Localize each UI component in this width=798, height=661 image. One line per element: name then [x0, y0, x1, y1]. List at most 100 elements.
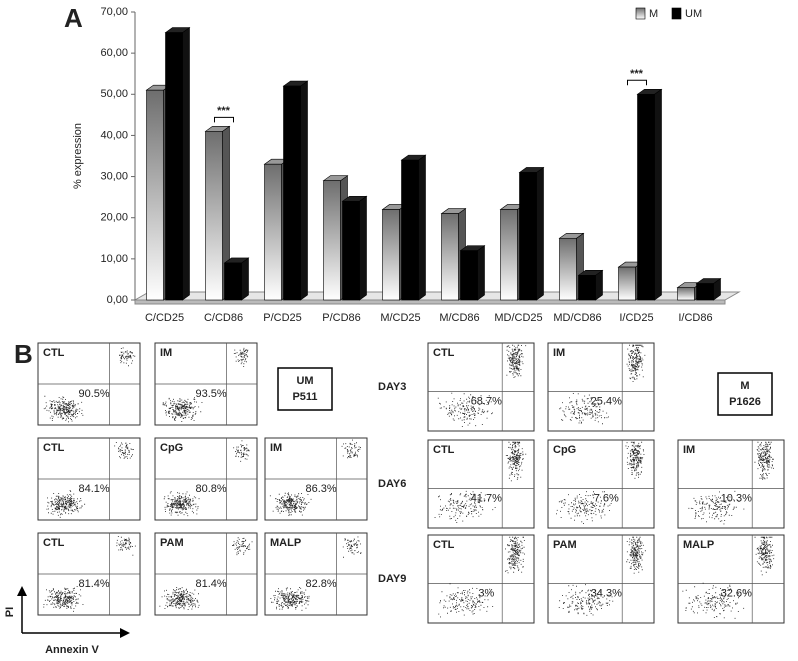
y-tick-label: 70,00 [100, 6, 128, 18]
plot-label: CTL [43, 442, 65, 454]
arrow-head [17, 586, 27, 596]
plot-percent: 84.1% [78, 483, 109, 495]
plot-percent: 81.4% [78, 578, 109, 590]
plot-label: CTL [43, 347, 65, 359]
sample-label: UM [296, 375, 313, 387]
bar [224, 262, 242, 301]
y-tick-label: 60,00 [100, 47, 128, 59]
plot-label: CTL [433, 347, 455, 359]
plot-percent: 86.3% [305, 483, 336, 495]
bar [696, 283, 714, 301]
plot-percent: 3% [478, 587, 494, 599]
legend-label: M [649, 8, 658, 20]
bar [500, 209, 518, 301]
y-axis-label: % expression [72, 123, 84, 189]
plot-label: IM [553, 347, 565, 359]
plot-label: MALP [683, 539, 714, 551]
plot-percent: 82.8% [305, 578, 336, 590]
bar-side [418, 154, 426, 301]
x-tick-label: MD/CD86 [553, 312, 601, 324]
flow-dots [434, 441, 527, 523]
arrow-head [120, 628, 130, 638]
x-tick-label: C/CD25 [145, 312, 184, 324]
sample-label: P1626 [729, 396, 761, 408]
y-tick-label: 20,00 [100, 212, 128, 224]
plot-label: CpG [553, 444, 576, 456]
flow-dots [46, 442, 134, 518]
y-tick-label: 50,00 [100, 88, 128, 100]
x-tick-label: M/CD86 [439, 312, 479, 324]
plot-label: IM [683, 444, 695, 456]
day-label: DAY3 [378, 381, 406, 393]
bar-side [359, 195, 367, 301]
plot-label: CTL [433, 539, 455, 551]
plot-label: CTL [43, 537, 65, 549]
plot-percent: 80.8% [195, 483, 226, 495]
bar [578, 275, 596, 301]
x-tick-label: C/CD86 [204, 312, 243, 324]
flow-plot-frame [427, 342, 535, 432]
plot-percent: 25.4% [591, 395, 622, 407]
bar [618, 266, 636, 301]
sample-label: P511 [292, 391, 317, 403]
bar [441, 213, 459, 301]
annotation: *** [630, 68, 644, 80]
bar-side [182, 26, 190, 301]
flow-dots [438, 536, 525, 618]
flow-dots [43, 347, 136, 423]
flow-x-label: Annexin V [45, 644, 99, 656]
flow-plot-frame [427, 534, 535, 624]
plot-label: CpG [160, 442, 183, 454]
legend-label: UM [685, 8, 702, 20]
x-tick-label: P/CD25 [263, 312, 302, 324]
floor-edge [134, 299, 726, 305]
sample-box [717, 372, 773, 416]
plot-percent: 7.6% [594, 492, 619, 504]
plot-label: PAM [553, 539, 577, 551]
x-tick-label: I/CD86 [678, 312, 712, 324]
significance-bracket [214, 116, 234, 123]
plot-percent: 81.4% [195, 578, 226, 590]
sample-box [277, 367, 333, 411]
significance-bracket [627, 79, 647, 86]
bar [323, 180, 341, 301]
flow-dots [269, 439, 361, 516]
y-tick-label: 10,00 [100, 253, 128, 265]
bar-side [477, 245, 485, 301]
bar-side [300, 80, 308, 301]
bar [519, 172, 537, 301]
legend-swatch [671, 7, 682, 20]
sample-label: M [740, 380, 749, 392]
panel-label: A [64, 3, 83, 33]
day-label: DAY6 [378, 478, 406, 490]
legend-swatch [635, 7, 646, 20]
bar [677, 287, 695, 301]
bar [264, 163, 282, 301]
flow-y-label: PI [4, 607, 16, 617]
flow-dots [43, 536, 136, 612]
plot-label: IM [270, 442, 282, 454]
bar [559, 237, 577, 301]
x-tick-label: I/CD25 [619, 312, 653, 324]
annotation: *** [217, 105, 231, 117]
bar [146, 89, 164, 301]
y-tick-label: 0,00 [107, 294, 128, 306]
plot-percent: 93.5% [195, 388, 226, 400]
bar [342, 200, 360, 301]
x-tick-label: MD/CD25 [494, 312, 542, 324]
flow-plot-frame [547, 534, 655, 624]
plot-label: MALP [270, 537, 301, 549]
flow-plot-frame [547, 439, 655, 529]
day-label: DAY9 [378, 573, 406, 585]
bar [205, 131, 223, 301]
y-tick-label: 30,00 [100, 170, 128, 182]
flow-dots [558, 536, 646, 616]
plot-label: IM [160, 347, 172, 359]
x-tick-label: M/CD25 [380, 312, 420, 324]
panel-label: B [14, 339, 33, 369]
flow-plot-frame [677, 534, 785, 624]
plot-percent: 10.3% [721, 492, 752, 504]
plot-percent: 90.5% [78, 388, 109, 400]
flow-dots [159, 537, 253, 610]
